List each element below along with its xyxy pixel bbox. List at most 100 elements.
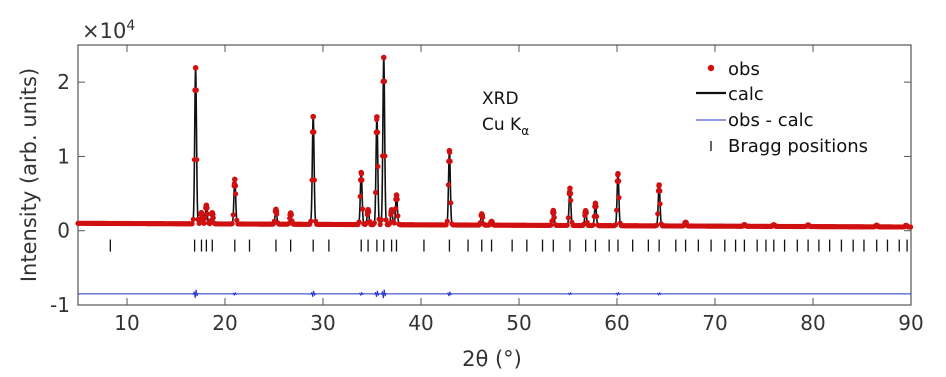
obs-point <box>189 221 195 227</box>
y-tick-label: 1 <box>57 144 70 168</box>
obs-point <box>374 129 381 136</box>
x-tick-label: 50 <box>506 311 531 335</box>
obs-point <box>288 211 294 218</box>
obs-point <box>383 217 389 223</box>
obs-point <box>232 176 238 183</box>
obs-point <box>565 215 571 221</box>
obs-point <box>232 182 239 189</box>
obs-point <box>550 209 557 216</box>
obs-point <box>742 222 748 228</box>
x-tick-label: 30 <box>310 311 335 335</box>
legend-obs-marker <box>707 64 715 72</box>
obs-point <box>567 185 573 192</box>
annotation-cu-k: Cu Kα <box>482 115 529 138</box>
obs-point <box>381 78 388 85</box>
obs-point <box>374 114 380 120</box>
obs-point <box>655 211 661 217</box>
obs-calc-curve <box>78 289 911 299</box>
x-tick-label: 60 <box>604 311 629 335</box>
plot-frame <box>77 44 912 306</box>
obs-point <box>357 193 363 200</box>
y-tick-label: -1 <box>50 293 70 317</box>
obs-point <box>202 215 208 221</box>
annotation-xrd: XRD <box>482 89 519 109</box>
x-tick-label: 70 <box>702 311 727 335</box>
legend-obs-label: obs <box>728 59 760 80</box>
legend-diff-label: obs - calc <box>728 110 814 131</box>
obs-point <box>358 177 365 183</box>
obs-point <box>389 209 395 215</box>
x-tick-label: 90 <box>898 311 923 335</box>
x-axis-title: 2θ (°) <box>462 347 522 371</box>
legend: obs calc obs - calc Bragg positions <box>696 59 868 157</box>
tick-labels: 10 20 30 40 50 60 70 80 90 -1 0 1 2 <box>50 70 924 335</box>
obs-point <box>479 212 486 219</box>
obs-point <box>372 189 379 196</box>
obs-point <box>375 163 381 170</box>
y-exponent-label: ×104 <box>82 18 135 43</box>
obs-point <box>377 221 383 228</box>
obs-point <box>393 192 400 198</box>
obs-point <box>612 222 619 228</box>
obs-point <box>805 222 812 229</box>
obs-point <box>564 222 570 228</box>
x-tick-label: 40 <box>408 311 433 335</box>
obs-point <box>551 214 557 220</box>
legend-calc-label: calc <box>728 84 764 105</box>
obs-point <box>391 220 397 226</box>
obs-point <box>371 220 377 226</box>
obs-point <box>548 222 554 228</box>
obs-point <box>193 87 199 93</box>
obs-point <box>196 220 202 227</box>
legend-bragg-label: Bragg positions <box>728 136 868 157</box>
obs-point <box>229 221 235 227</box>
obs-point <box>232 191 239 197</box>
obs-point <box>614 207 620 213</box>
obs-point <box>444 218 450 224</box>
bragg-positions-layer <box>109 239 908 252</box>
obs-point <box>593 203 599 210</box>
obs-point <box>204 205 210 211</box>
obs-point <box>903 222 910 229</box>
obs-point <box>394 196 400 203</box>
obs-point <box>448 200 454 206</box>
obs-point <box>615 170 621 177</box>
obs-point <box>567 190 574 197</box>
y-axis-title: Intensity (arb. units) <box>17 68 41 282</box>
obs-points-layer <box>75 54 914 230</box>
obs-point <box>230 212 236 218</box>
obs-point <box>489 219 495 225</box>
obs-point <box>308 218 314 224</box>
obs-point <box>311 177 317 183</box>
obs-point <box>874 222 880 229</box>
obs-point <box>356 219 362 225</box>
obs-point <box>190 216 196 222</box>
y-tick-label: 0 <box>57 219 70 243</box>
obs-point <box>656 188 663 194</box>
obs-point <box>447 158 453 165</box>
obs-point <box>594 213 600 220</box>
obs-point <box>209 211 216 218</box>
obs-point <box>446 147 453 154</box>
obs-point <box>583 210 589 216</box>
axis-ticks <box>78 45 912 306</box>
obs-point <box>615 178 622 184</box>
x-tick-label: 20 <box>212 311 237 335</box>
x-tick-label: 10 <box>114 311 139 335</box>
obs-point <box>683 220 689 226</box>
obs-point <box>194 157 200 163</box>
difference-curve-layer <box>78 289 911 299</box>
obs-point <box>656 182 662 188</box>
obs-point <box>653 222 660 228</box>
x-tick-label: 80 <box>800 311 825 335</box>
obs-point <box>273 208 280 215</box>
obs-point <box>395 213 401 219</box>
obs-point <box>378 217 385 223</box>
obs-point <box>568 197 574 204</box>
obs-point <box>201 220 207 226</box>
obs-point <box>380 54 387 61</box>
obs-point <box>657 201 663 207</box>
obs-point <box>365 209 372 215</box>
obs-point <box>204 211 210 217</box>
